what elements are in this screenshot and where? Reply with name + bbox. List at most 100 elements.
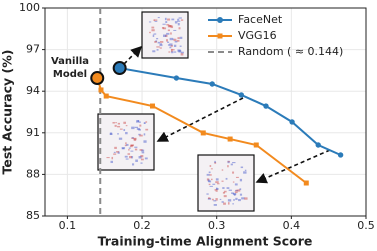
inset-pixel: [235, 176, 239, 179]
inset-pixel: [169, 46, 172, 49]
inset-pixel: [114, 146, 117, 149]
marker: [103, 93, 109, 99]
inset-pixel: [144, 157, 148, 160]
marker: [263, 103, 269, 109]
x-axis-title: Training-time Alignment Score: [98, 234, 313, 249]
inset-pixel: [169, 37, 173, 41]
inset-pixel: [215, 187, 218, 190]
inset-pixel: [215, 181, 219, 184]
inset-pixel: [170, 32, 172, 35]
legend-marker: [217, 33, 223, 39]
inset-pixel: [131, 137, 134, 139]
inset-pixel: [165, 21, 168, 23]
inset-pixel: [179, 45, 182, 47]
inset-pixel: [207, 198, 212, 200]
inset-pixel: [140, 162, 143, 164]
inset-pixel: [180, 53, 184, 56]
series-line: [119, 67, 342, 156]
inset-pixel: [214, 162, 217, 164]
inset-pixel: [125, 158, 129, 160]
inset-pixel: [243, 171, 247, 174]
inset-pixel: [117, 122, 121, 125]
inset-pixel: [209, 174, 212, 176]
inset-pixel: [113, 153, 117, 155]
marker: [200, 130, 206, 136]
inset-pixel: [139, 134, 143, 137]
inset-pixel: [210, 178, 213, 181]
inset-pixel: [115, 151, 120, 153]
inset-pixel: [226, 187, 230, 189]
inset-pixel: [133, 137, 137, 140]
inset-pixel: [168, 51, 171, 53]
inset-pixel: [235, 189, 238, 191]
inset-pixel: [216, 183, 220, 185]
inset-pixel: [115, 122, 117, 124]
inset-pixel: [167, 25, 172, 28]
inset-pixel: [169, 43, 173, 46]
inset-pixel: [138, 156, 142, 159]
inset-pixel: [131, 137, 134, 139]
inset-pixel: [232, 162, 236, 164]
y-tick-label: 91: [26, 126, 40, 139]
marker: [315, 142, 321, 148]
inset-pixel: [227, 199, 232, 202]
inset-pixel: [125, 131, 128, 135]
inset-pixel: [178, 17, 182, 19]
inset-pixel: [173, 51, 177, 53]
inset-pixel: [109, 133, 113, 135]
inset-pixel: [141, 152, 145, 154]
inset-pixel: [163, 34, 167, 37]
inset-pixel: [138, 133, 141, 136]
inset-pixel: [167, 44, 170, 46]
inset-pixel: [232, 171, 235, 174]
inset-pixel: [223, 195, 227, 198]
inset-pixel: [164, 17, 167, 21]
inset-pixel: [157, 41, 160, 44]
inset-pixel: [179, 36, 183, 39]
inset-pixel: [128, 149, 130, 151]
marker: [98, 87, 104, 93]
inset-pixel: [180, 51, 184, 54]
inset-pixel: [136, 127, 140, 130]
inset-pixel: [225, 177, 228, 180]
inset-pixel: [239, 193, 243, 196]
inset-pixel: [208, 197, 211, 199]
inset-pixel: [227, 160, 230, 164]
inset-pixel: [180, 19, 184, 21]
inset-pixel: [173, 38, 177, 42]
inset-pixel: [177, 20, 181, 22]
inset-pixel: [153, 19, 158, 21]
inset-pixel: [174, 21, 178, 24]
inset-pixel: [221, 180, 224, 182]
inset-pixel: [173, 29, 177, 31]
annotation-text: Vanilla: [51, 56, 89, 67]
inset-pixel: [239, 178, 243, 182]
inset-image: [197, 154, 255, 212]
inset-pixel: [233, 193, 236, 196]
inset-pixel: [166, 24, 170, 26]
inset-pixel: [230, 163, 233, 166]
inset-pixel: [117, 133, 119, 135]
inset-pixel: [213, 200, 217, 202]
inset-pixel: [133, 138, 137, 141]
x-tick-label: 0.4: [283, 219, 301, 232]
inset-pixel: [127, 153, 131, 155]
inset-pixel: [123, 121, 126, 124]
inset-pixel: [153, 19, 155, 21]
inset-pixel: [215, 178, 219, 181]
inset-pixel: [212, 183, 216, 185]
inset-pixel: [235, 197, 238, 200]
inset-pixel: [221, 201, 224, 203]
inset-pixel: [240, 166, 244, 169]
inset-pixel: [209, 185, 213, 187]
inset-pixel: [223, 202, 226, 205]
inset-pixel: [159, 47, 162, 49]
inset-pixel: [235, 190, 239, 192]
inset-pixel: [128, 147, 131, 149]
inset-pixel: [124, 155, 128, 158]
inset-pixel: [134, 146, 138, 148]
inset-pixel: [162, 23, 166, 25]
inset-pixel: [125, 125, 128, 127]
inset-pixel: [171, 49, 173, 52]
inset-image: [97, 113, 155, 171]
